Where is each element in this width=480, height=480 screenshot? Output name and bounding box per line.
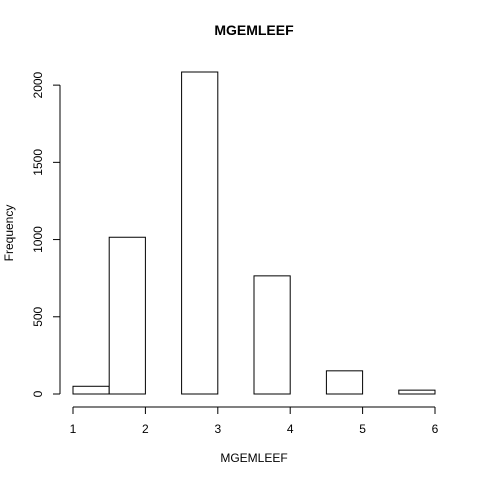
x-tick-label: 3 [214,422,221,436]
histogram-bar-1 [72,385,110,395]
x-tick-label: 5 [359,422,366,436]
y-axis: 0 500 1000 1500 2000 [31,71,61,397]
histogram-bar-4 [181,71,219,395]
y-tick-label: 1000 [31,226,45,253]
x-tick-label: 6 [432,422,439,436]
histogram-bar-10 [398,389,436,395]
y-axis-label: Frequency [2,205,16,262]
y-tick-label: 500 [31,306,45,326]
x-tick-label: 2 [142,422,149,436]
x-tick-label: 1 [70,422,77,436]
x-tick-label: 4 [287,422,294,436]
x-axis-label: MGEMLEEF [220,451,287,465]
histogram-bar-8 [325,370,364,395]
y-tick-label: 2000 [31,71,45,98]
chart-title: MGEMLEEF [214,22,294,38]
histogram-bar-6 [253,275,291,395]
histogram-bar-2 [108,236,146,395]
y-tick-label: 0 [31,390,45,397]
x-axis: 1 2 3 4 5 6 [70,406,439,436]
bars-group [72,71,436,395]
y-tick-label: 1500 [31,149,45,176]
